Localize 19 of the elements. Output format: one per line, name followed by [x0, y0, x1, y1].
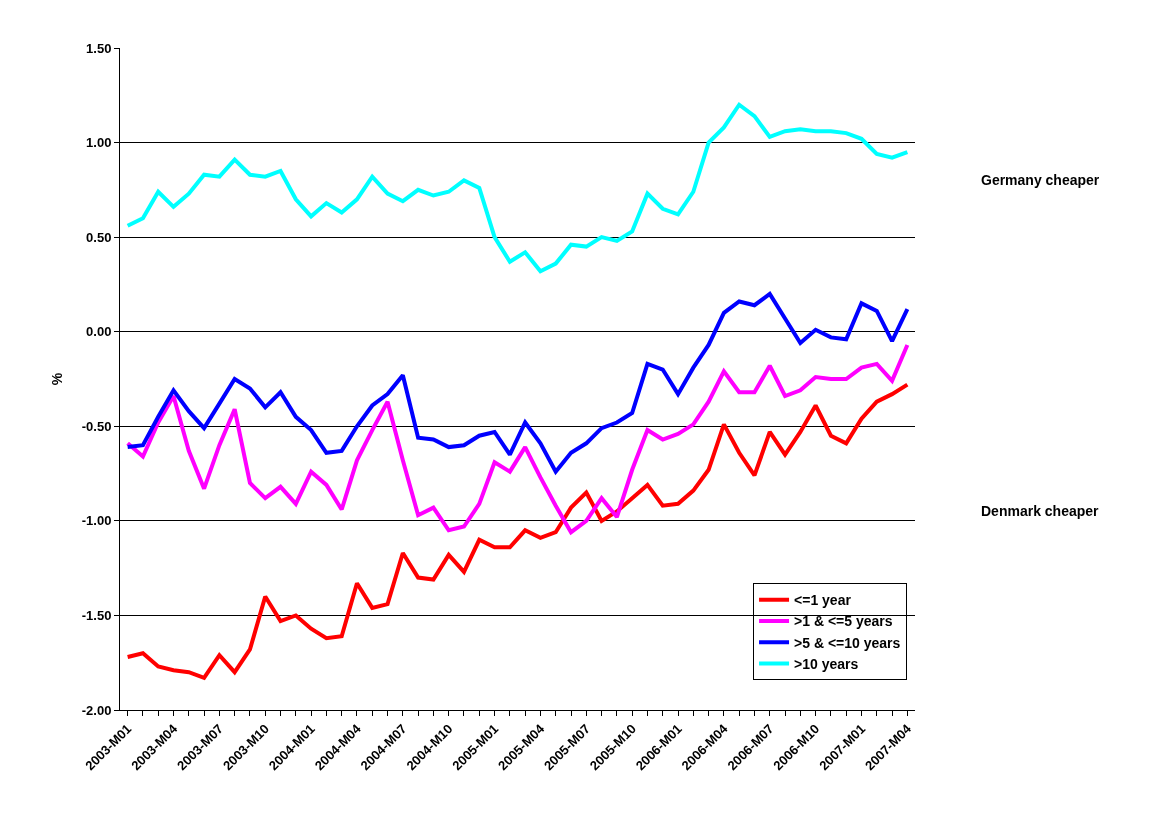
legend-label: >1 & <=5 years	[794, 613, 893, 630]
legend-label: <=1 year	[794, 592, 852, 609]
y-tick-label: -1.50	[81, 607, 112, 623]
y-tick-label: -2.00	[81, 702, 112, 718]
y-axis-title: %	[49, 372, 66, 386]
legend-label: >10 years	[794, 655, 859, 672]
line-series	[125, 382, 910, 680]
legend-label: >5 & <=10 years	[794, 634, 901, 651]
line-series	[125, 342, 910, 535]
text: Germany cheaper	[981, 172, 1100, 188]
text: Denmark cheaper	[981, 503, 1100, 519]
y-tick-label: 0.00	[86, 324, 112, 340]
y-tick-label: 1.00	[86, 135, 112, 151]
y-tick-label: -1.00	[81, 513, 112, 529]
y-tick-label: -0.50	[81, 418, 112, 434]
y-tick-label: 1.50	[86, 40, 112, 56]
line-series	[125, 102, 910, 274]
line-series	[125, 291, 910, 474]
y-tick-label: 0.50	[86, 229, 112, 245]
